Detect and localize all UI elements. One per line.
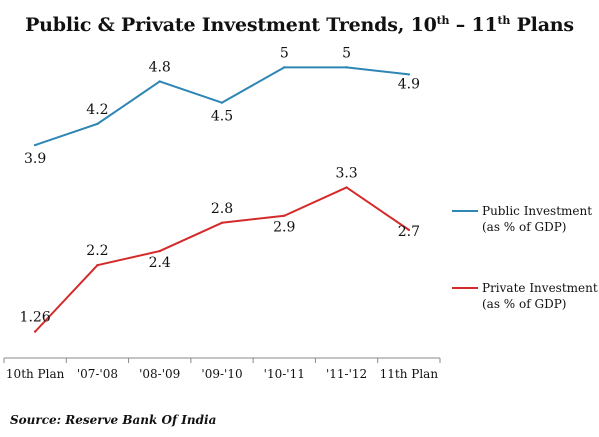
legend-label: Public Investment xyxy=(482,204,592,218)
data-label: 2.2 xyxy=(86,243,108,259)
data-point xyxy=(33,330,37,333)
data-point xyxy=(96,122,99,126)
x-tick-label: 10th Plan xyxy=(6,367,65,381)
data-point xyxy=(283,66,286,69)
data-label: 2.9 xyxy=(273,220,295,236)
data-label: 2.8 xyxy=(211,201,233,217)
data-point xyxy=(33,143,37,147)
x-tick-label: '10-'11 xyxy=(264,367,305,381)
legend-label: (as % of GDP) xyxy=(482,297,566,311)
x-tick-label: '07-'08 xyxy=(77,367,118,381)
data-label: 3.9 xyxy=(24,151,46,167)
data-label: 4.8 xyxy=(149,59,171,75)
data-label: 4.9 xyxy=(398,76,420,92)
x-tick-label: '08-'09 xyxy=(139,367,180,381)
x-tick-label: '11-'12 xyxy=(326,367,367,381)
data-label: 2.4 xyxy=(149,255,171,271)
x-tick-label: 11th Plan xyxy=(380,367,439,381)
data-label: 4.5 xyxy=(211,109,233,125)
data-label: 1.26 xyxy=(20,310,51,326)
data-point xyxy=(407,73,411,76)
chart-title-sup2: th xyxy=(497,14,511,27)
data-point xyxy=(96,264,99,267)
x-tick-label: '09-'10 xyxy=(201,367,242,381)
chart-title-part3: Plans xyxy=(510,14,575,36)
chart-title-sup1: th xyxy=(436,14,450,27)
data-point xyxy=(220,101,224,104)
data-point xyxy=(283,214,286,217)
data-point xyxy=(158,80,161,83)
data-point xyxy=(345,186,348,189)
data-label: 2.7 xyxy=(398,224,420,240)
data-point xyxy=(345,66,348,69)
data-label: 3.3 xyxy=(335,165,357,181)
legend-label: Private Investment xyxy=(482,281,598,295)
legend-label: (as % of GDP) xyxy=(482,220,566,234)
data-point xyxy=(220,221,224,224)
data-label: 5 xyxy=(342,45,351,61)
chart-title-part1: Public & Private Investment Trends, 10 xyxy=(25,14,437,36)
data-point xyxy=(407,228,411,232)
source-note: Source: Reserve Bank Of India xyxy=(10,413,217,427)
data-point xyxy=(158,249,161,253)
data-label: 5 xyxy=(280,45,289,61)
data-label: 4.2 xyxy=(86,102,108,118)
chart-title-part2: – 11 xyxy=(449,14,498,36)
chart-title: Public & Private Investment Trends, 10th… xyxy=(0,14,599,36)
